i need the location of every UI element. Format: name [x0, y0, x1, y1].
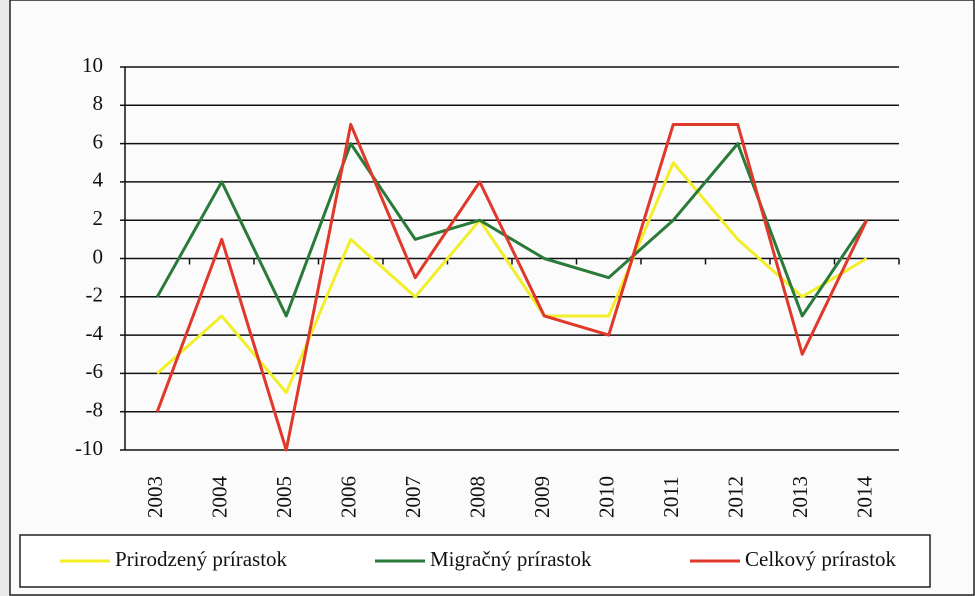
x-tick-label: 2009 — [530, 476, 554, 518]
x-tick-label: 2004 — [208, 476, 232, 519]
y-tick-label: 10 — [82, 53, 103, 77]
legend-label: Prirodzený prírastok — [115, 547, 288, 571]
x-tick-label: 2005 — [272, 476, 296, 518]
x-tick-label: 2013 — [788, 476, 812, 518]
x-tick-label: 2008 — [466, 476, 490, 518]
y-tick-label: 6 — [93, 129, 104, 153]
x-tick-label: 2012 — [724, 476, 748, 518]
y-tick-label: -2 — [86, 283, 104, 307]
legend-box — [19, 534, 931, 588]
x-tick-label: 2006 — [337, 476, 361, 518]
series-line — [155, 142, 868, 318]
y-tick-label: 4 — [93, 168, 104, 192]
x-tick-label: 2010 — [595, 476, 619, 518]
series-line — [155, 122, 869, 452]
x-tick-label: 2014 — [853, 476, 877, 519]
x-tick-label: 2007 — [401, 476, 425, 518]
legend-label: Celkový prírastok — [745, 547, 897, 571]
legend-label: Migračný prírastok — [430, 547, 592, 571]
y-tick-label: -4 — [86, 321, 104, 345]
y-tick-label: -6 — [86, 359, 104, 383]
y-tick-label: 0 — [93, 244, 104, 268]
y-tick-label: 8 — [93, 91, 104, 115]
series-line — [156, 161, 868, 395]
y-tick-label: -8 — [86, 398, 104, 422]
x-tick-label: 2003 — [143, 476, 167, 518]
y-tick-label: 2 — [93, 206, 104, 230]
x-tick-label: 2011 — [659, 476, 683, 517]
y-tick-label: -10 — [75, 436, 103, 460]
